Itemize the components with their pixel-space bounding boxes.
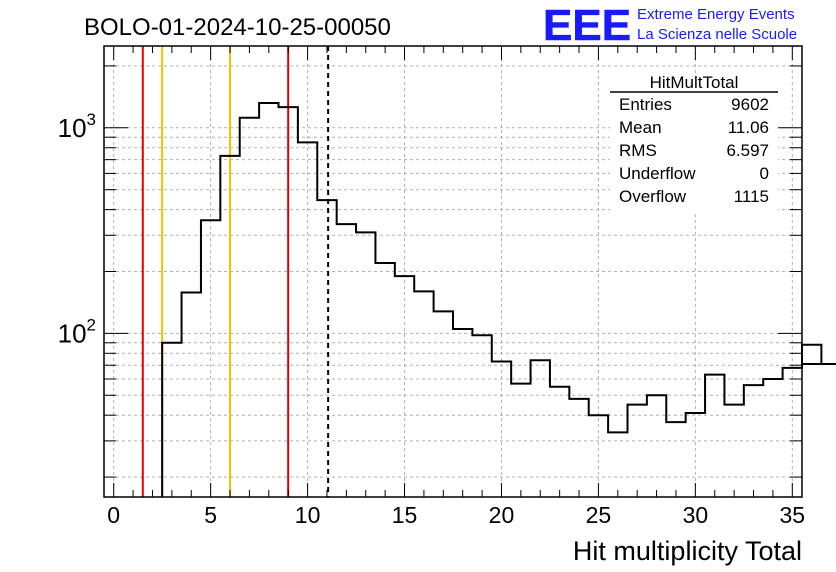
stats-row-value: 11.06 — [728, 118, 769, 137]
histogram-bin — [705, 375, 724, 497]
histogram-bin — [666, 422, 685, 497]
stats-row-label: Entries — [619, 95, 672, 114]
x-tick-label: 35 — [780, 502, 806, 528]
y-tick-label: 102 — [58, 315, 96, 348]
stats-row-value: 6.597 — [726, 141, 769, 160]
histogram-bin — [395, 276, 414, 497]
histogram-bin — [802, 345, 821, 497]
histogram-bin — [511, 384, 530, 497]
stats-row-label: Underflow — [619, 164, 696, 183]
x-tick-label: 20 — [489, 502, 515, 528]
histogram-bin — [414, 291, 433, 497]
histogram-outline — [161, 102, 836, 497]
x-tick-label: 5 — [204, 502, 217, 528]
histogram-series — [161, 102, 836, 497]
histogram-bin — [724, 405, 743, 497]
x-tick-label: 0 — [107, 502, 120, 528]
eee-logo: EEE — [543, 1, 631, 50]
histogram-bin — [434, 311, 453, 497]
histogram-bin — [259, 103, 278, 497]
stats-background — [610, 73, 778, 213]
stats-row-value: 0 — [760, 164, 769, 183]
histogram-bin — [821, 364, 836, 497]
stats-box: HitMultTotal Entries 9602 Mean 11.06 RMS 6.59… — [610, 73, 778, 213]
histogram-bin — [744, 385, 763, 497]
stats-row-label: Overflow — [619, 187, 687, 206]
histogram-bin — [783, 368, 802, 497]
logo-line-2: La Scienza nelle Scuole — [637, 26, 797, 43]
histogram-bin — [608, 432, 627, 497]
logo-line-1: Extreme Energy Events — [637, 6, 795, 23]
histogram-bin — [220, 156, 239, 497]
histogram-bin — [162, 343, 181, 497]
x-tick-label: 10 — [295, 502, 321, 528]
stats-row-value: 9602 — [731, 95, 769, 114]
stats-title: HitMultTotal — [650, 73, 739, 92]
histogram-bin — [531, 360, 550, 497]
histogram-bin — [453, 329, 472, 497]
stats-row-value: 1115 — [734, 187, 769, 206]
histogram-bin — [628, 405, 647, 497]
x-tick-label: 30 — [683, 502, 709, 528]
x-tick-label: 25 — [586, 502, 612, 528]
y-tick-label-base: 10 — [58, 113, 87, 143]
histogram-bin — [240, 118, 259, 497]
histogram-bin — [356, 232, 375, 497]
y-tick-label: 103 — [58, 110, 96, 143]
x-tick-label: 15 — [392, 502, 418, 528]
histogram-bin — [182, 293, 201, 497]
axis-ticks — [104, 46, 802, 497]
histogram-bin — [337, 224, 356, 497]
histogram-bin — [375, 263, 394, 497]
histogram-bin — [279, 107, 298, 497]
histogram-bin — [763, 379, 782, 497]
y-tick-label-exponent: 3 — [87, 110, 96, 129]
histogram-bin — [472, 335, 491, 497]
histogram-bin — [569, 399, 588, 497]
histogram-bin — [298, 142, 317, 497]
histogram-bin — [647, 395, 666, 497]
grid — [104, 46, 802, 497]
histogram-bin — [317, 200, 336, 497]
reference-lines — [141, 46, 330, 497]
histogram-bin — [201, 220, 220, 497]
y-tick-label-exponent: 2 — [87, 315, 96, 334]
histogram-bin — [550, 387, 569, 497]
y-tick-label-base: 10 — [58, 318, 87, 348]
run-title: BOLO-01-2024-10-25-00050 — [84, 14, 391, 41]
x-axis-label: Hit multiplicity Total — [573, 536, 802, 566]
stats-rows: Entries 9602 Mean 11.06 RMS 6.597 Underflow 0 Ov… — [619, 95, 769, 206]
stats-row-label: Mean — [619, 118, 662, 137]
histogram-bin — [492, 361, 511, 497]
stats-row-label: RMS — [619, 141, 657, 160]
